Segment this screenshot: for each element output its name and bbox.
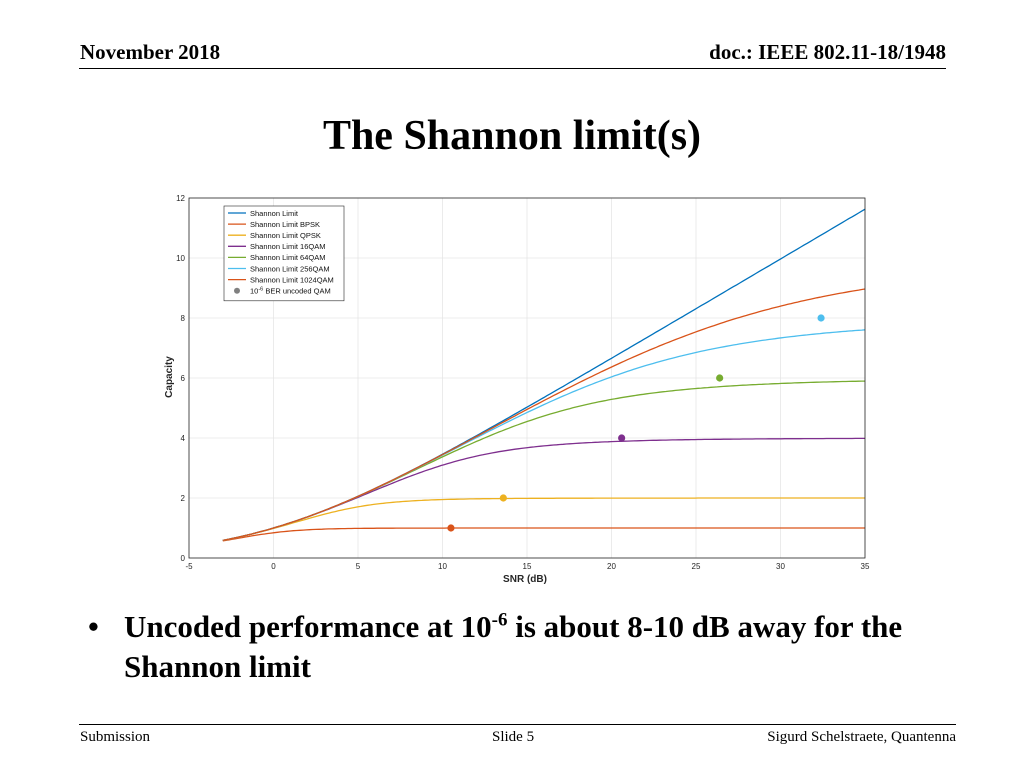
header-date: November 2018 — [80, 40, 221, 64]
footer-submission: Submission — [80, 729, 151, 745]
ber-marker — [447, 524, 455, 532]
legend-label: Shannon Limit 16QAM — [250, 242, 325, 251]
plot-frame — [188, 197, 866, 559]
legend-marker-label: 10-6 BER uncoded QAM — [250, 287, 331, 296]
x-tick-label: 20 — [607, 562, 616, 571]
curve-shannon-limit-qpsk — [222, 497, 865, 542]
x-axis-label: SNR (dB) — [503, 574, 547, 585]
slide-title: The Shannon limit(s) — [322, 113, 702, 159]
ber-marker — [499, 494, 507, 502]
y-tick-label: 4 — [181, 434, 186, 443]
footer-author: Sigurd Schelstraete, Quantenna — [767, 729, 956, 745]
legend-label: Shannon Limit — [250, 209, 299, 218]
ber-marker — [716, 374, 724, 382]
chart-container: -5 0 5 10 15 20 25 30 35 0 2 4 6 8 10 12 SNR (dB) Capac… — [155, 188, 875, 588]
chart-legend: Shannon Limit Shannon Limit BPSK Shannon L… — [223, 205, 345, 302]
curve-shannon-limit-1024qam — [222, 288, 866, 542]
legend-marker-swatch — [234, 287, 240, 294]
y-tick-label: 8 — [181, 314, 186, 323]
bullet-exponent: -6 — [491, 609, 508, 631]
legend-box — [223, 205, 345, 302]
legend-label: Shannon Limit QPSK — [250, 231, 321, 240]
x-tick-label: 10 — [438, 562, 447, 571]
bullet-text-start: Uncoded performance at 10 — [124, 609, 492, 644]
legend-label: Shannon Limit BPSK — [250, 220, 320, 229]
ber-marker — [817, 314, 825, 322]
legend-label: Shannon Limit 64QAM — [250, 253, 325, 262]
x-tick-label: 35 — [861, 562, 870, 571]
x-tick-label: 15 — [523, 562, 532, 571]
ber-marker — [618, 434, 626, 442]
bullet-icon: • — [88, 609, 99, 644]
y-tick-label: 12 — [176, 194, 185, 203]
x-tick-label: -5 — [185, 562, 193, 571]
legend-label: Shannon Limit 256QAM — [250, 264, 330, 273]
bullet-text: Uncoded performance at 10-6 is about 8-1… — [124, 607, 968, 687]
chart-curves — [222, 208, 866, 542]
x-tick-label: 25 — [692, 562, 701, 571]
x-tick-label: 5 — [356, 562, 361, 571]
footer-divider — [79, 724, 956, 725]
y-tick-label: 10 — [176, 254, 185, 263]
header-doc-id: doc.: IEEE 802.11-18/1948 — [709, 40, 946, 64]
x-tick-label: 0 — [271, 562, 276, 571]
header-divider — [79, 68, 946, 69]
y-axis-label: Capacity — [164, 356, 175, 398]
chart-markers — [447, 314, 825, 532]
curve-shannon-limit-bpsk — [222, 527, 865, 542]
y-tick-label: 0 — [181, 554, 186, 563]
bullet-text-end: is about 8-10 dB away for the Shannon li… — [124, 609, 903, 684]
bullet-point: • Uncoded performance at 10-6 is about 8… — [88, 607, 968, 687]
y-tick-label: 2 — [181, 494, 186, 503]
legend-label: Shannon Limit 1024QAM — [250, 275, 334, 284]
x-tick-label: 30 — [776, 562, 785, 571]
y-tick-label: 6 — [181, 374, 186, 383]
footer-slide-number: Slide 5 — [492, 729, 535, 745]
